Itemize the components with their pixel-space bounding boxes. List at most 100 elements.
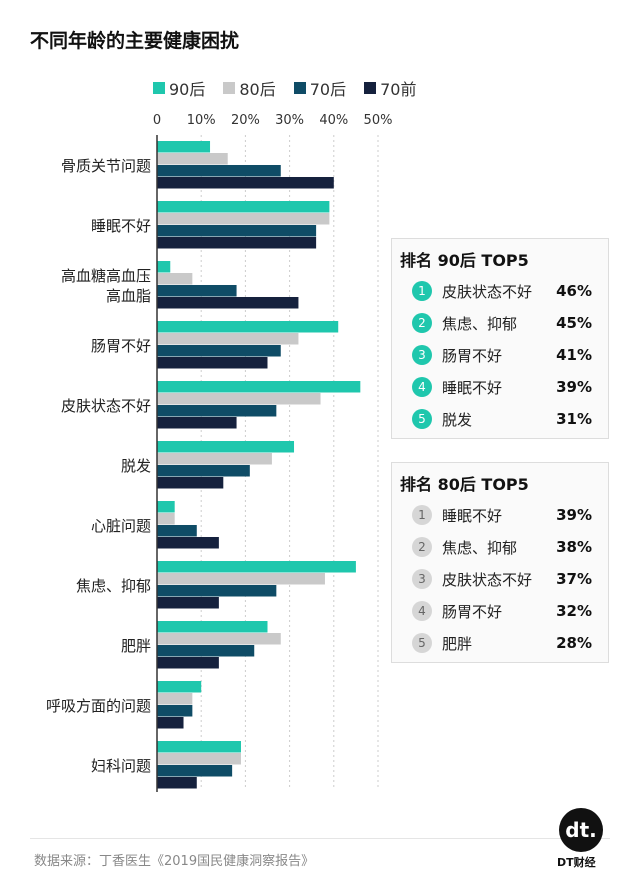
bar	[157, 345, 281, 357]
bar	[157, 693, 193, 705]
rank-percent: 31%	[556, 410, 592, 428]
bar	[157, 537, 219, 549]
dt-logo: dt.	[559, 808, 603, 852]
bar	[157, 501, 175, 513]
bar	[157, 465, 250, 477]
rank-name: 睡眠不好	[442, 378, 503, 397]
bar	[157, 453, 272, 465]
rank-badge: 3	[412, 345, 432, 365]
rank-name: 肥胖	[442, 634, 473, 653]
rank-row: 2 焦虑、抑郁 45%	[392, 307, 608, 339]
rank-row: 5 脱发 31%	[392, 403, 608, 435]
bar	[157, 561, 356, 573]
rank-badge: 5	[412, 409, 432, 429]
bar	[157, 681, 202, 693]
legend-item: 70前	[364, 76, 417, 100]
legend-item: 90后	[153, 76, 205, 100]
rank-percent: 45%	[556, 314, 592, 332]
category-label: 焦虑、抑郁	[76, 577, 151, 595]
rank-percent: 39%	[556, 378, 592, 396]
category-label: 肠胃不好	[91, 337, 151, 355]
x-tick-label: 20%	[231, 113, 260, 128]
bar	[157, 381, 361, 393]
bar	[157, 741, 241, 753]
legend-label: 80后	[239, 80, 276, 99]
category-label: 脱发	[121, 457, 151, 475]
bar	[157, 321, 339, 333]
rank-percent: 46%	[556, 282, 592, 300]
rank-row: 4 睡眠不好 39%	[392, 371, 608, 403]
top5-90-panel: 排名 90后 TOP5 1 皮肤状态不好 46% 2 焦虑、抑郁 45% 3 肠胃不好 41% 4…	[391, 238, 609, 439]
rank-row: 3 皮肤状态不好 37%	[392, 563, 608, 595]
bar	[157, 405, 277, 417]
bar	[157, 237, 317, 249]
rank-row: 1 皮肤状态不好 46%	[392, 275, 608, 307]
legend-item: 80后	[223, 76, 276, 100]
legend-swatch	[223, 82, 236, 94]
legend-swatch	[364, 82, 377, 94]
bar	[157, 621, 268, 633]
bar	[157, 633, 281, 645]
bar	[157, 273, 193, 285]
bar	[157, 417, 237, 429]
category-label: 睡眠不好	[91, 217, 151, 235]
rank-name: 焦虑、抑郁	[442, 314, 518, 333]
rank-badge: 4	[412, 601, 432, 621]
bar	[157, 513, 175, 525]
rank-badge: 5	[412, 633, 432, 653]
rank-row: 2 焦虑、抑郁 38%	[392, 531, 608, 563]
rank-badge: 2	[412, 313, 432, 333]
top5-80-panel: 排名 80后 TOP5 1 睡眠不好 39% 2 焦虑、抑郁 38% 3 皮肤状态不好 37% 4…	[391, 462, 609, 663]
rank-name: 脱发	[442, 410, 473, 429]
bar	[157, 153, 228, 165]
x-tick-label: 0	[153, 113, 161, 128]
rank-name: 皮肤状态不好	[442, 282, 533, 301]
bar	[157, 705, 193, 717]
legend-label: 70前	[380, 80, 417, 99]
logo-text: DT财经	[557, 856, 596, 869]
category-label: 骨质关节问题	[61, 157, 151, 175]
rank-row: 5 肥胖 28%	[392, 627, 608, 659]
bar	[157, 297, 299, 309]
rank-badge: 2	[412, 537, 432, 557]
rank-name: 皮肤状态不好	[442, 570, 533, 589]
rank-name: 焦虑、抑郁	[442, 538, 518, 557]
bar	[157, 441, 295, 453]
rank-percent: 32%	[556, 602, 592, 620]
x-tick-label: 30%	[275, 113, 304, 128]
bar	[157, 225, 317, 237]
bar	[157, 141, 211, 153]
rank-badge: 1	[412, 505, 432, 525]
divider	[30, 838, 610, 839]
bar	[157, 285, 237, 297]
x-tick-label: 10%	[187, 113, 216, 128]
bar	[157, 585, 277, 597]
category-label: 高血脂	[106, 287, 151, 305]
legend-item: 70后	[293, 76, 347, 100]
category-label: 呼吸方面的问题	[46, 697, 151, 715]
panel-title: 排名 80后 TOP5	[400, 475, 529, 494]
bar	[157, 525, 197, 537]
rank-percent: 38%	[556, 538, 592, 556]
bar	[157, 213, 330, 225]
rank-percent: 41%	[556, 346, 592, 364]
bar	[157, 573, 325, 585]
legend: 90后 80后 70后 70前	[153, 76, 417, 100]
rank-row: 1 睡眠不好 39%	[392, 499, 608, 531]
rank-name: 肠胃不好	[442, 346, 503, 365]
bar	[157, 717, 184, 729]
rank-percent: 37%	[556, 570, 592, 588]
rank-row: 3 肠胃不好 41%	[392, 339, 608, 371]
legend-swatch	[153, 82, 165, 94]
category-label: 高血糖高血压	[61, 267, 151, 285]
rank-name: 肠胃不好	[442, 602, 503, 621]
category-label: 皮肤状态不好	[61, 397, 151, 415]
category-label: 心脏问题	[91, 517, 151, 535]
bar	[157, 177, 334, 189]
legend-label: 70后	[309, 80, 347, 99]
rank-row: 4 肠胃不好 32%	[392, 595, 608, 627]
bar	[157, 333, 299, 345]
bar	[157, 645, 255, 657]
rank-percent: 28%	[556, 634, 592, 652]
